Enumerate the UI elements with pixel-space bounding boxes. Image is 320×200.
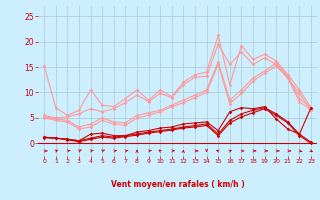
X-axis label: Vent moyen/en rafales ( km/h ): Vent moyen/en rafales ( km/h ) [111, 180, 244, 189]
